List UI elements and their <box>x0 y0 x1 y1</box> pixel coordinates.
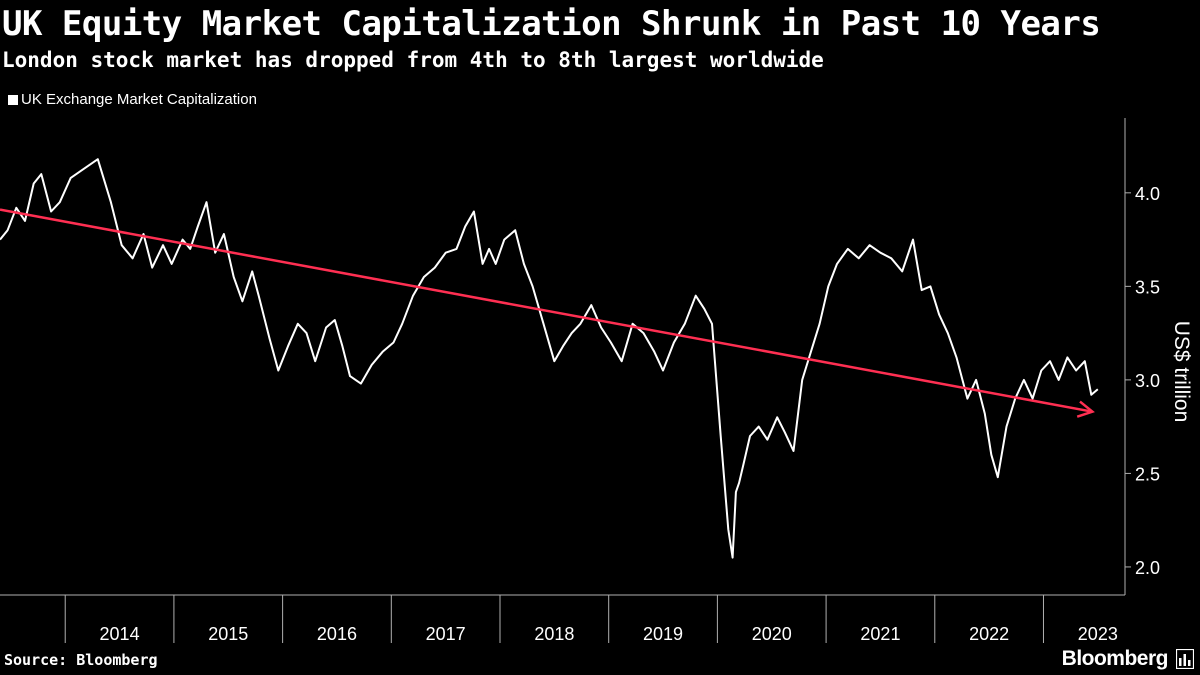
x-tick-label: 2019 <box>643 624 683 644</box>
y-tick-label: 4.0 <box>1135 184 1160 204</box>
y-tick-label: 2.0 <box>1135 558 1160 578</box>
x-tick-label: 2018 <box>534 624 574 644</box>
y-tick-label: 3.0 <box>1135 371 1160 391</box>
chart-title: UK Equity Market Capitalization Shrunk i… <box>2 4 1101 44</box>
legend: UK Exchange Market Capitalization <box>8 91 257 108</box>
x-tick-label: 2015 <box>208 624 248 644</box>
y-axis-label: US$ trillion <box>1170 321 1193 423</box>
trend-arrowhead <box>1076 400 1095 418</box>
bloomberg-icon <box>1176 649 1194 669</box>
trend-line <box>0 208 1093 413</box>
x-tick-label: 2016 <box>317 624 357 644</box>
y-tick-label: 2.5 <box>1135 464 1160 484</box>
legend-swatch <box>8 94 18 105</box>
source-note: Source: Bloomberg <box>4 651 158 669</box>
x-tick-label: 2023 <box>1078 624 1118 644</box>
y-tick-label: 3.5 <box>1135 277 1160 297</box>
x-tick-label: 2017 <box>426 624 466 644</box>
x-tick-label: 2022 <box>969 624 1009 644</box>
legend-label: UK Exchange Market Capitalization <box>21 91 257 108</box>
chart-subtitle: London stock market has dropped from 4th… <box>2 48 824 72</box>
x-tick-label: 2021 <box>860 624 900 644</box>
brand-logo: Bloomberg <box>1061 647 1169 670</box>
x-tick-label: 2014 <box>100 624 140 644</box>
x-tick-label: 2020 <box>752 624 792 644</box>
series-line-uk-market-cap <box>0 158 1099 559</box>
